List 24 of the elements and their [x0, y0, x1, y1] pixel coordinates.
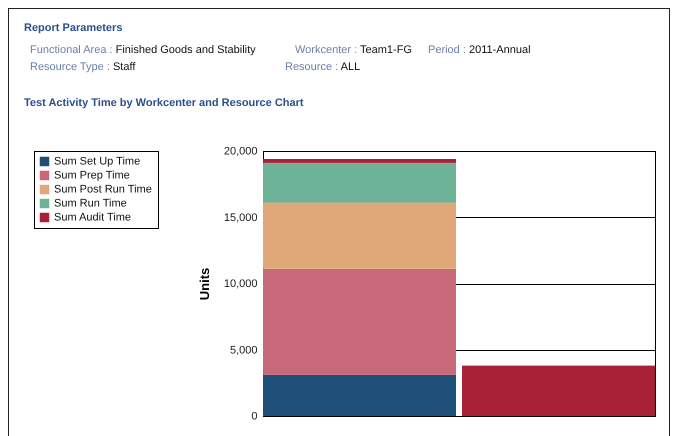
text: Resource : ALL [285, 61, 360, 73]
bar [263, 158, 456, 163]
legend-label: Sum Set Up Time [54, 156, 140, 168]
y-axis-title: Units [196, 268, 212, 300]
bar [462, 366, 655, 416]
y-tick-label: 0 [251, 410, 258, 422]
legend-label: Sum Audit Time [54, 212, 132, 224]
text: Resource Type : Staff [30, 61, 136, 73]
legend-label: Sum Run Time [54, 198, 127, 210]
bar [263, 162, 456, 203]
y-tick-label: 20,000 [224, 146, 258, 158]
legend-label: Sum Post Run Time [54, 184, 152, 196]
bar [263, 202, 456, 269]
bar [263, 374, 456, 416]
y-tick-label: 15,000 [224, 212, 258, 224]
text: Report Parameters [24, 22, 122, 34]
text: Workcenter : Team1-FG [295, 44, 412, 56]
y-tick-label: 10,000 [224, 278, 258, 290]
y-tick-label: 5,000 [230, 344, 258, 356]
bar [263, 268, 456, 375]
text: Test Activity Time by Workcenter and Resource Chart [24, 97, 304, 109]
text: Functional Area : Finished Goods and Stability [30, 44, 256, 56]
text: Period : 2011-Annual [428, 44, 531, 56]
legend-label: Sum Prep Time [54, 170, 130, 182]
